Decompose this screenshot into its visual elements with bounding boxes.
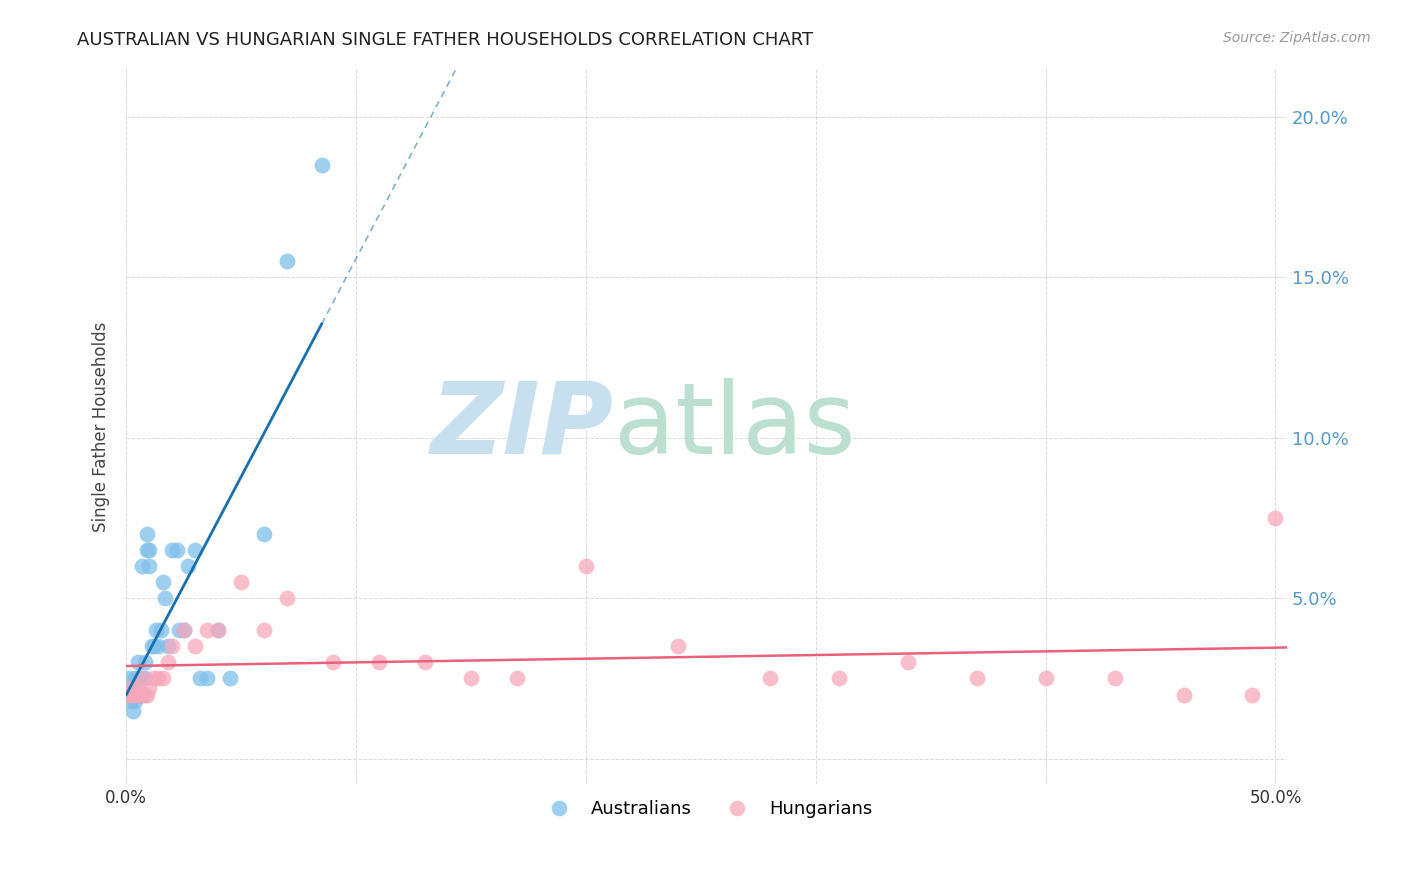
Point [1104,672,1126,686]
Point [129,688,152,702]
Point [149,624,172,638]
Point [1264,511,1286,525]
Point [131,672,153,686]
Point [156,656,179,670]
Point [131,559,153,574]
Point [276,591,298,606]
Point [460,672,482,686]
Point [148,640,170,654]
Point [166,543,188,558]
Point [173,624,195,638]
Point [122,688,145,702]
Point [148,672,170,686]
Point [207,624,229,638]
Point [124,688,146,702]
Point [1241,688,1264,702]
Point [117,672,139,686]
Y-axis label: Single Father Households: Single Father Households [93,321,110,532]
Point [1035,672,1057,686]
Point [134,656,156,670]
Point [142,640,165,654]
Point [134,672,156,686]
Point [136,527,159,541]
Point [413,656,436,670]
Point [131,688,153,702]
Text: AUSTRALIAN VS HUNGARIAN SINGLE FATHER HOUSEHOLDS CORRELATION CHART: AUSTRALIAN VS HUNGARIAN SINGLE FATHER HO… [77,31,814,49]
Point [127,656,149,670]
Point [117,688,139,702]
Point [122,704,145,718]
Point [897,656,920,670]
Point [322,656,344,670]
Point [122,688,145,702]
Point [138,681,160,695]
Point [162,543,184,558]
Point [368,656,391,670]
Point [253,624,276,638]
Point [117,688,139,702]
Point [145,624,167,638]
Point [156,640,179,654]
Point [152,575,174,590]
Point [129,688,152,702]
Point [666,640,689,654]
Point [195,624,218,638]
Point [152,672,174,686]
Point [124,672,146,686]
Point [131,672,153,686]
Point [188,672,211,686]
Point [311,158,333,172]
Point [276,254,298,268]
Point [966,672,988,686]
Point [506,672,529,686]
Point [120,681,142,695]
Point [141,640,163,654]
Point [155,591,177,606]
Point [124,688,146,702]
Point [184,543,207,558]
Point [127,672,149,686]
Point [138,559,160,574]
Point [173,624,195,638]
Legend: Australians, Hungarians: Australians, Hungarians [533,793,880,825]
Point [1173,688,1195,702]
Point [195,672,218,686]
Point [167,624,190,638]
Point [184,640,207,654]
Point [134,688,156,702]
Point [253,527,276,541]
Point [124,694,146,708]
Point [138,543,160,558]
Point [231,575,253,590]
Point [136,688,159,702]
Point [575,559,598,574]
Text: Source: ZipAtlas.com: Source: ZipAtlas.com [1223,31,1371,45]
Text: ZIP: ZIP [430,378,614,475]
Point [142,672,165,686]
Text: atlas: atlas [614,378,855,475]
Point [136,543,159,558]
Point [828,672,851,686]
Point [120,694,142,708]
Point [122,681,145,695]
Point [129,672,152,686]
Point [177,559,200,574]
Point [207,624,229,638]
Point [162,640,184,654]
Point [127,688,149,702]
Point [218,672,240,686]
Point [127,681,149,695]
Point [120,681,142,695]
Point [759,672,782,686]
